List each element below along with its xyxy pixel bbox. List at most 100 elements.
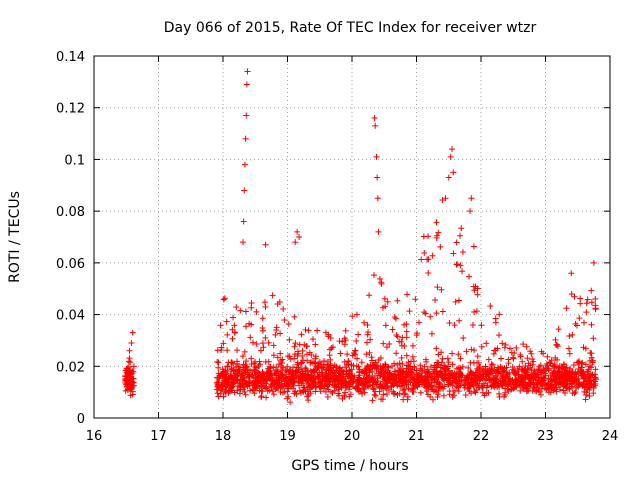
data-point: [444, 355, 451, 362]
data-point: [445, 174, 452, 181]
data-point: [572, 370, 579, 377]
data-point: [525, 387, 532, 394]
data-point: [437, 243, 444, 250]
data-point: [380, 373, 387, 380]
data-point: [366, 349, 373, 356]
data-point: [284, 353, 291, 360]
data-point: [533, 373, 540, 380]
x-tick-label: 18: [215, 429, 232, 444]
data-point: [291, 343, 298, 350]
data-point: [585, 371, 592, 378]
data-point: [299, 347, 306, 354]
data-point: [555, 374, 562, 381]
data-point: [364, 339, 371, 346]
data-point: [434, 284, 441, 291]
data-point: [427, 386, 434, 393]
data-point: [345, 357, 352, 364]
data-point: [242, 391, 249, 398]
data-point: [251, 390, 258, 397]
data-point: [262, 303, 269, 310]
data-point: [417, 389, 424, 396]
data-point: [122, 387, 129, 394]
data-point: [372, 122, 379, 129]
data-point: [547, 376, 554, 383]
data-point: [468, 346, 475, 353]
data-point: [214, 390, 221, 397]
data-point: [433, 310, 440, 317]
data-point: [478, 374, 485, 381]
data-point: [461, 384, 468, 391]
data-point: [301, 341, 308, 348]
data-point: [477, 363, 484, 370]
data-point: [478, 322, 485, 329]
data-point: [507, 375, 514, 382]
data-point: [586, 363, 593, 370]
data-point: [422, 310, 429, 317]
data-point: [455, 351, 462, 358]
data-point: [551, 360, 558, 367]
data-point: [236, 380, 243, 387]
data-point: [435, 351, 442, 358]
data-point: [294, 361, 301, 368]
data-point: [355, 331, 362, 338]
data-point: [478, 368, 485, 375]
data-point: [328, 373, 335, 380]
data-point: [279, 371, 286, 378]
data-point: [454, 365, 461, 372]
data-point: [496, 390, 503, 397]
data-point: [251, 381, 258, 388]
data-point: [126, 373, 133, 380]
data-point: [274, 354, 281, 361]
x-tick-label: 16: [86, 429, 103, 444]
data-point: [510, 354, 517, 361]
data-point: [383, 344, 390, 351]
data-point: [413, 332, 420, 339]
data-point: [563, 364, 570, 371]
data-point: [468, 195, 475, 202]
data-point: [588, 321, 595, 328]
data-point: [286, 336, 293, 343]
data-point: [270, 391, 277, 398]
data-point: [384, 369, 391, 376]
data-point: [218, 382, 225, 389]
data-point: [315, 374, 322, 381]
data-point: [524, 355, 531, 362]
data-point: [435, 361, 442, 368]
data-point: [280, 306, 287, 313]
data-point: [370, 363, 377, 370]
data-point: [280, 364, 287, 371]
data-point: [342, 382, 349, 389]
x-tick-label: 24: [602, 429, 619, 444]
data-point: [390, 380, 397, 387]
data-point: [412, 371, 419, 378]
data-point: [433, 219, 440, 226]
data-point: [516, 363, 523, 370]
data-point: [568, 270, 575, 277]
data-point: [270, 342, 277, 349]
data-point: [215, 359, 222, 366]
data-point: [464, 373, 471, 380]
data-point: [549, 383, 556, 390]
data-point: [403, 321, 410, 328]
data-point: [291, 313, 298, 320]
data-point: [354, 376, 361, 383]
data-point: [365, 329, 372, 336]
data-point: [219, 386, 226, 393]
data-point: [262, 334, 269, 341]
data-point: [592, 302, 599, 309]
data-point: [372, 359, 379, 366]
data-point: [248, 304, 255, 311]
data-point: [469, 321, 476, 328]
data-point: [321, 382, 328, 389]
data-point: [569, 331, 576, 338]
data-point: [463, 348, 470, 355]
data-point: [375, 228, 382, 235]
data-point: [586, 393, 593, 400]
data-point: [438, 383, 445, 390]
data-point: [422, 384, 429, 391]
data-point: [447, 153, 454, 160]
data-point: [351, 350, 358, 357]
data-point: [267, 375, 274, 382]
data-point: [409, 353, 416, 360]
data-point: [233, 358, 240, 365]
